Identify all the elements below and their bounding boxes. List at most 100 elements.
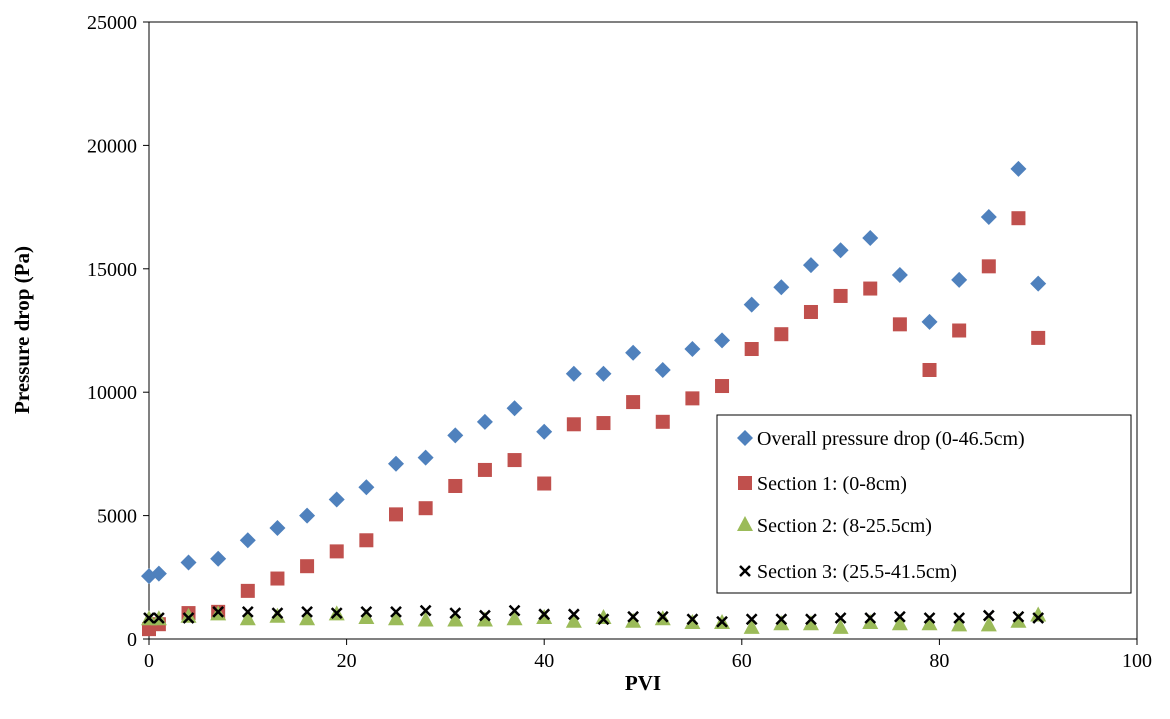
series-2-point (803, 304, 818, 319)
series-3-point (565, 612, 582, 628)
series-2-point (418, 501, 433, 516)
series-3-point (891, 615, 908, 631)
series-3-point (1030, 606, 1047, 622)
series-4-point (330, 607, 343, 619)
series-4-point (538, 608, 551, 621)
series-2-point (981, 259, 996, 274)
series-2-point (537, 476, 552, 491)
plot-area-frame (148, 21, 1138, 640)
series-3-point (1010, 612, 1027, 628)
series-4-point (567, 608, 580, 621)
series-2-point (300, 559, 315, 574)
series-3-point (239, 610, 256, 626)
series-1-point (150, 565, 167, 582)
x-axis-title: PVI (625, 671, 661, 695)
series-2-point (863, 281, 878, 296)
series-1-point (832, 242, 849, 259)
series-4-point (182, 612, 195, 624)
series-4-point (301, 605, 313, 618)
series-1-point (358, 479, 375, 496)
series-2-point (329, 544, 344, 559)
series-4-point (479, 609, 491, 622)
legend-box (716, 414, 1132, 594)
series-1-point (773, 279, 790, 296)
series-3-point (625, 612, 642, 628)
series-3-point (180, 607, 197, 623)
series-1-point (299, 507, 316, 524)
series-4-point (834, 612, 847, 624)
data-points (141, 160, 1047, 637)
series-1-point (891, 266, 908, 283)
y-tick-label: 20000 (87, 135, 137, 157)
series-4-point (152, 612, 165, 624)
x-tick-label: 60 (732, 650, 752, 672)
series-2-point (626, 395, 641, 410)
series-4-point (923, 612, 936, 624)
series-4-point (449, 607, 462, 619)
series-1-point (921, 313, 938, 330)
series-4-point (419, 604, 432, 617)
series-4-point (597, 613, 610, 626)
series-3-point (951, 616, 968, 632)
series-3-point (358, 609, 375, 625)
series-3-point (802, 615, 819, 631)
series-2-point (922, 362, 937, 377)
series-3-point (417, 611, 434, 627)
series-4-point (271, 607, 284, 619)
series-3-point (299, 610, 316, 626)
series-3-point (832, 618, 849, 634)
series-4-point (982, 609, 995, 622)
legend-marker-3 (737, 516, 753, 531)
series-1-point (714, 332, 731, 349)
series-2-point (715, 379, 730, 394)
series-4-point (508, 604, 521, 617)
series-2-points (142, 211, 1046, 637)
series-1-point (328, 491, 345, 508)
series-1-point (862, 229, 879, 246)
legend-label-4: Section 3: (25.5-41.5cm) (757, 561, 957, 583)
series-3-point (684, 613, 701, 629)
series-1-point (269, 519, 286, 536)
x-tick-label: 40 (534, 650, 554, 672)
series-4-point (953, 612, 966, 624)
series-2-point (448, 478, 463, 493)
y-tick-label: 0 (127, 629, 137, 651)
series-2-point (655, 414, 670, 429)
series-1-point (654, 361, 671, 378)
series-4-point (627, 610, 640, 623)
legend: Overall pressure drop (0-46.5cm) Section … (716, 414, 1132, 594)
series-4-point (1032, 612, 1045, 624)
series-3-point (506, 610, 523, 626)
series-1-points (141, 160, 1047, 585)
series-1-point (447, 427, 464, 444)
series-2-point (240, 583, 255, 598)
series-2-point (359, 533, 374, 548)
legend-items: Overall pressure drop (0-46.5cm) Section … (737, 428, 1025, 583)
series-1-point (210, 550, 227, 567)
series-2-point (270, 571, 285, 586)
series-1-point (684, 341, 701, 358)
series-3-point (476, 611, 493, 627)
x-tick-label: 80 (929, 650, 949, 672)
series-1-point (388, 455, 404, 472)
series-1-point (565, 365, 582, 382)
legend-marker-4 (739, 565, 751, 577)
series-3-point (536, 609, 553, 625)
series-1-point (625, 344, 642, 361)
series-4-points (143, 604, 1045, 628)
series-2-point (596, 416, 611, 431)
series-1-point (180, 554, 197, 571)
x-tick-label: 20 (337, 650, 357, 672)
series-1-point (536, 423, 553, 440)
series-3-point (743, 618, 760, 634)
series-2-point (744, 342, 759, 357)
legend-marker-2 (738, 476, 752, 490)
series-4-point (805, 613, 817, 626)
series-1-point (951, 271, 968, 288)
series-4-point (775, 613, 788, 626)
series-1-point (743, 296, 760, 313)
legend-marker-1 (737, 430, 753, 446)
series-3-point (388, 610, 404, 626)
series-3-point (773, 615, 790, 631)
